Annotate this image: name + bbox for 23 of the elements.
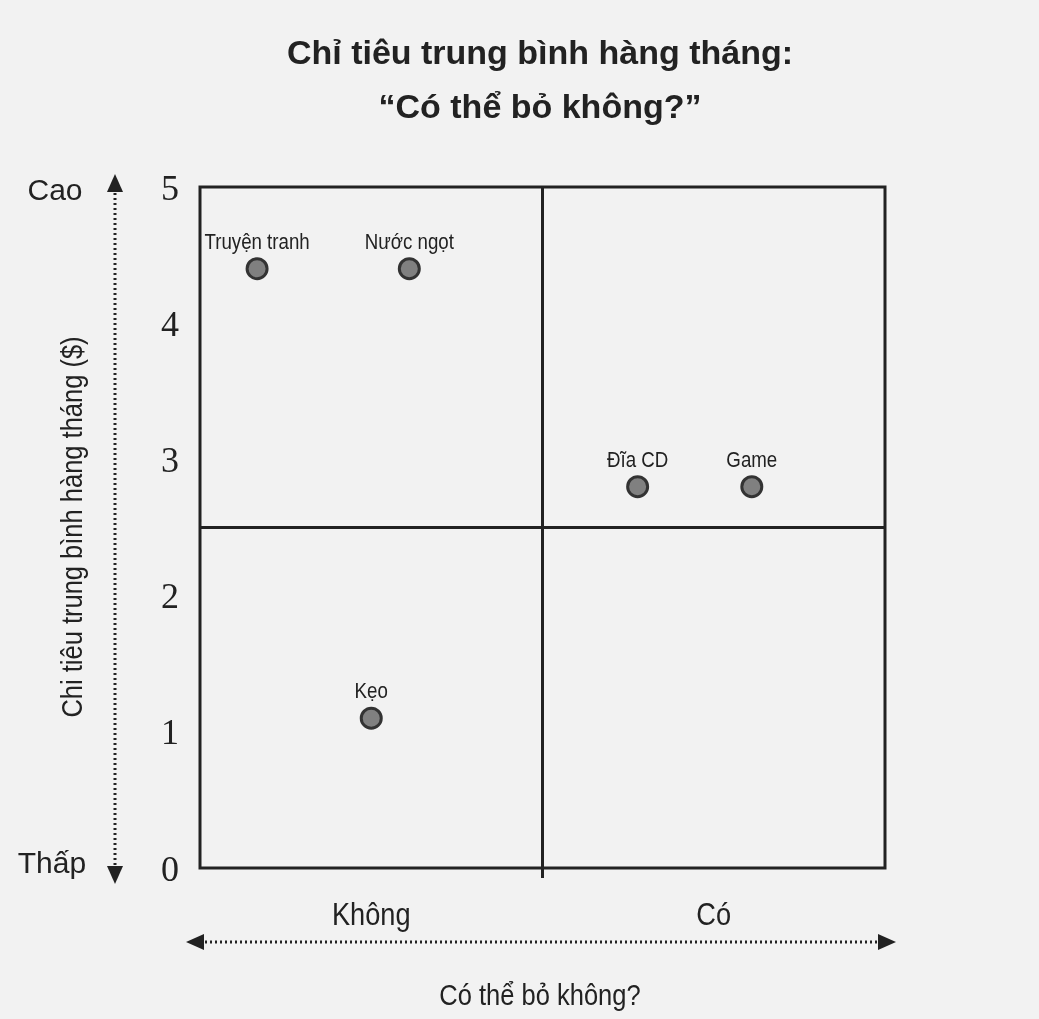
text: Thấp xyxy=(17,846,87,879)
y-tick-label: 0 xyxy=(161,848,179,889)
series-label: Truyện tranh xyxy=(204,229,310,254)
y-axis-title: Chi tiêu trung bình hàng tháng ($) xyxy=(55,336,89,718)
point xyxy=(740,475,764,499)
y-tick-label: 5 xyxy=(161,167,179,208)
point xyxy=(359,706,383,730)
x-tick-label: Có xyxy=(696,895,732,932)
y-tick-label: 2 xyxy=(161,576,179,617)
y-tick-label: 4 xyxy=(161,303,179,344)
y-tick-label: 1 xyxy=(161,712,179,753)
point xyxy=(626,475,650,499)
x-tick-label: Không xyxy=(331,895,411,932)
series-label: Nước ngọt xyxy=(364,229,455,254)
series-label: Kẹo xyxy=(354,678,388,703)
series-label: Game xyxy=(726,447,778,471)
series-label: Đĩa CD xyxy=(607,447,669,471)
point xyxy=(245,257,269,281)
x-axis-title: Có thể bỏ không? xyxy=(439,978,641,1012)
text: Cao xyxy=(27,173,83,206)
point xyxy=(397,257,421,281)
chart-title: Chỉ tiêu trung bình hàng tháng: “Có thể bỏ không?” xyxy=(286,33,794,125)
y-tick-label: 3 xyxy=(161,440,179,480)
